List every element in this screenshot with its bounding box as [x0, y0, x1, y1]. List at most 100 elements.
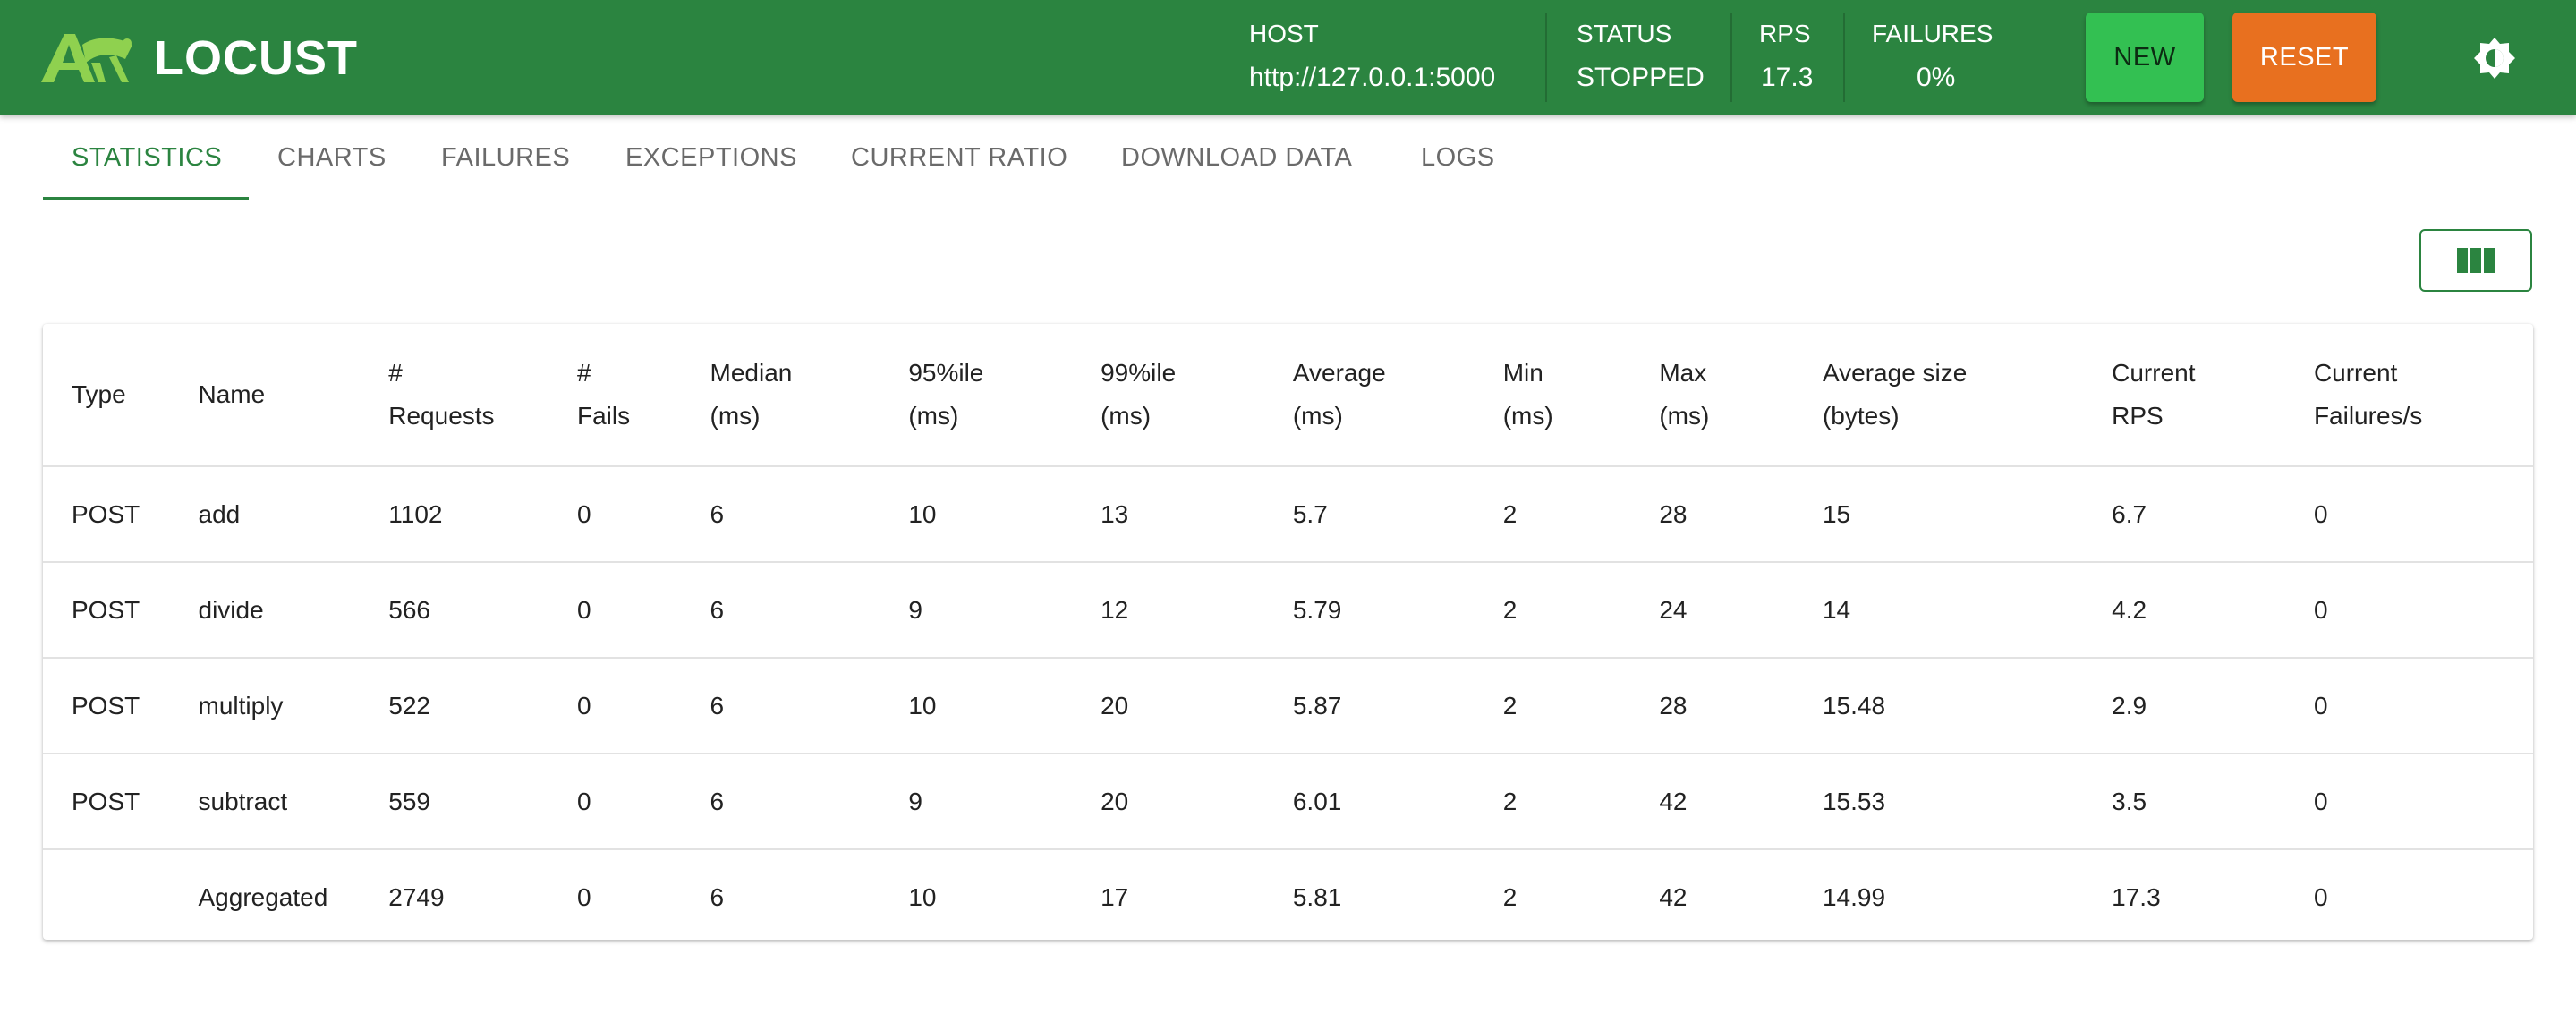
cell-name: multiply	[169, 658, 361, 754]
header-divider	[1843, 13, 1845, 102]
column-header-text: Requests	[388, 402, 495, 430]
cell-max: 28	[1630, 658, 1794, 754]
column-header-current-failures[interactable]: Current Failures/s	[2284, 324, 2533, 467]
column-header-name[interactable]: Name	[169, 324, 361, 467]
table-row: POST divide 566 0 6 9 12 5.79 2 24 14 4.2 0	[43, 562, 2533, 659]
column-header-text: (ms)	[1502, 402, 1553, 430]
cell-fails: 0	[548, 562, 682, 659]
cell-max: 28	[1630, 466, 1794, 563]
host-value: http://127.0.0.1:5000	[1249, 63, 1496, 92]
tab-download-data[interactable]: DOWNLOAD DATA	[1121, 143, 1353, 172]
table-row: POST subtract 559 0 6 9 20 6.01 2 42 15.53 3.5 0	[43, 754, 2533, 850]
tab-current-ratio[interactable]: CURRENT RATIO	[851, 143, 1068, 172]
host-label: HOST	[1249, 20, 1319, 47]
cell-avg-size: 14.99	[1822, 882, 1886, 911]
cell-median: 6	[681, 466, 880, 563]
tab-logs[interactable]: LOGS	[1421, 143, 1495, 172]
column-header-current-rps[interactable]: Current RPS	[2083, 324, 2285, 467]
cell-p95: 9	[880, 562, 1073, 659]
cell-median: 6	[681, 658, 880, 754]
column-header-min[interactable]: Min (ms)	[1474, 324, 1631, 467]
cell-min: 2	[1502, 882, 1518, 911]
cell-fails: 0	[548, 658, 682, 754]
cell-fails: 0	[577, 882, 591, 911]
cell-fails: 0	[548, 466, 682, 563]
cell-current-failures: 0	[2284, 466, 2533, 563]
column-header-average[interactable]: Average (ms)	[1263, 324, 1475, 467]
cell-average: 6.01	[1263, 754, 1475, 850]
column-header-text: RPS	[2112, 402, 2164, 430]
column-selector-button[interactable]	[2419, 229, 2532, 292]
column-header-text: Type	[72, 380, 126, 408]
cell-requests: 522	[360, 658, 548, 754]
cell-min: 2	[1474, 466, 1631, 563]
column-header-fails[interactable]: # Fails	[548, 324, 682, 467]
header-divider	[1545, 13, 1547, 102]
cell-max: 42	[1659, 882, 1688, 911]
column-header-requests[interactable]: # Requests	[360, 324, 548, 467]
cell-p99: 13	[1072, 466, 1264, 563]
active-tab-indicator	[43, 197, 249, 200]
cell-avg-size: 15.53	[1793, 754, 2084, 850]
column-header-text: 95%ile	[908, 359, 984, 387]
table-header-row: Type Name # Requests # Fails Median (ms) 95%ile (…	[43, 324, 2533, 467]
tab-statistics[interactable]: STATISTICS	[72, 143, 223, 172]
cell-p99: 12	[1072, 562, 1264, 659]
cell-p99: 20	[1072, 754, 1264, 850]
cell-p95: 10	[880, 658, 1073, 754]
cell-type	[43, 849, 170, 944]
status-value: STOPPED	[1577, 63, 1705, 92]
column-header-p95[interactable]: 95%ile (ms)	[880, 324, 1073, 467]
cell-average: 5.79	[1263, 562, 1475, 659]
column-header-max[interactable]: Max (ms)	[1630, 324, 1794, 467]
cell-median: 6	[710, 882, 725, 911]
cell-median: 6	[681, 754, 880, 850]
cell-type: POST	[43, 658, 170, 754]
cell-average: 5.81	[1292, 882, 1342, 911]
theme-toggle-icon[interactable]	[2472, 38, 2517, 79]
failures-value: 0%	[1917, 63, 1956, 92]
cell-requests: 2749	[388, 882, 445, 911]
app-name: LOCUST	[154, 31, 358, 85]
column-header-text: (ms)	[908, 402, 959, 430]
tab-failures[interactable]: FAILURES	[441, 143, 571, 172]
cell-type: POST	[43, 754, 170, 850]
reset-stats-button[interactable]: RESET	[2232, 13, 2376, 102]
column-header-text: Current	[2112, 359, 2196, 387]
cell-name: divide	[169, 562, 361, 659]
column-header-text: Failures/s	[2313, 402, 2423, 430]
table-row: Aggregated 2749 0 6 10 17 5.81 2 42 14.99 17.3 0	[43, 849, 2533, 944]
column-header-text: (ms)	[1659, 402, 1710, 430]
failures-label: FAILURES	[1872, 20, 1994, 47]
status-label: STATUS	[1577, 20, 1672, 47]
cell-avg-size: 14	[1793, 562, 2084, 659]
column-header-avg-size[interactable]: Average size (bytes)	[1793, 324, 2084, 467]
cell-name: add	[169, 466, 361, 563]
column-header-type[interactable]: Type	[43, 324, 170, 467]
cell-current-rps: 6.7	[2083, 466, 2285, 563]
cell-p99: 20	[1072, 658, 1264, 754]
column-header-text: Median	[710, 359, 793, 387]
cell-average: 5.7	[1263, 466, 1475, 563]
new-test-button[interactable]: NEW	[2086, 13, 2204, 102]
column-header-median[interactable]: Median (ms)	[681, 324, 880, 467]
tab-charts[interactable]: CHARTS	[277, 143, 387, 172]
cell-fails: 0	[548, 754, 682, 850]
cell-max: 42	[1630, 754, 1794, 850]
cell-current-rps: 17.3	[2112, 882, 2161, 911]
cell-current-failures: 0	[2313, 882, 2328, 911]
column-header-text: Min	[1502, 359, 1543, 387]
locust-logo-icon	[41, 34, 132, 82]
column-header-p99[interactable]: 99%ile (ms)	[1072, 324, 1264, 467]
cell-p95: 9	[880, 754, 1073, 850]
column-header-text: Fails	[577, 402, 631, 430]
cell-current-failures: 0	[2284, 754, 2533, 850]
cell-p95: 10	[908, 882, 937, 911]
cell-requests: 1102	[360, 466, 548, 563]
tab-exceptions[interactable]: EXCEPTIONS	[625, 143, 797, 172]
column-header-text: Average	[1292, 359, 1386, 387]
table-row: POST add 1102 0 6 10 13 5.7 2 28 15 6.7 0	[43, 466, 2533, 563]
cell-max: 24	[1630, 562, 1794, 659]
locust-logo[interactable]: LOCUST	[39, 27, 358, 89]
cell-requests: 559	[360, 754, 548, 850]
